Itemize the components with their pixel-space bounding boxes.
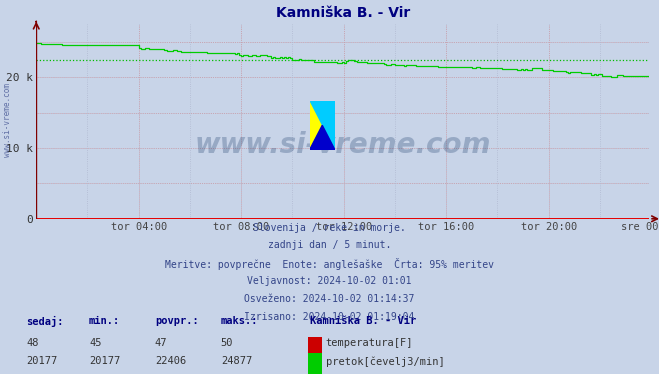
Text: www.si-vreme.com: www.si-vreme.com [194,131,491,159]
Text: Veljavnost: 2024-10-02 01:01: Veljavnost: 2024-10-02 01:01 [247,276,412,286]
Text: povpr.:: povpr.: [155,316,198,326]
Text: Meritve: povprečne  Enote: anglešaške  Črta: 95% meritev: Meritve: povprečne Enote: anglešaške Črt… [165,258,494,270]
Polygon shape [310,101,335,150]
Text: www.si-vreme.com: www.si-vreme.com [3,83,13,157]
Text: Osveženo: 2024-10-02 01:14:37: Osveženo: 2024-10-02 01:14:37 [244,294,415,304]
Title: Kamniška B. - Vir: Kamniška B. - Vir [275,6,410,20]
Text: Slovenija / reke in morje.: Slovenija / reke in morje. [253,223,406,233]
Text: pretok[čevelj3/min]: pretok[čevelj3/min] [326,356,444,367]
Text: 50: 50 [221,338,233,349]
Text: min.:: min.: [89,316,120,326]
Text: 48: 48 [26,338,39,349]
Text: maks.:: maks.: [221,316,258,326]
Text: Kamniška B. - Vir: Kamniška B. - Vir [310,316,416,326]
Text: temperatura[F]: temperatura[F] [326,338,413,349]
Polygon shape [310,125,335,150]
Text: sedaj:: sedaj: [26,316,64,327]
Text: 20177: 20177 [89,356,120,366]
Text: 24877: 24877 [221,356,252,366]
Text: 45: 45 [89,338,101,349]
Text: Izrisano: 2024-10-02 01:19:04: Izrisano: 2024-10-02 01:19:04 [244,312,415,322]
Text: 47: 47 [155,338,167,349]
Text: zadnji dan / 5 minut.: zadnji dan / 5 minut. [268,240,391,251]
Text: 22406: 22406 [155,356,186,366]
Text: 20177: 20177 [26,356,57,366]
